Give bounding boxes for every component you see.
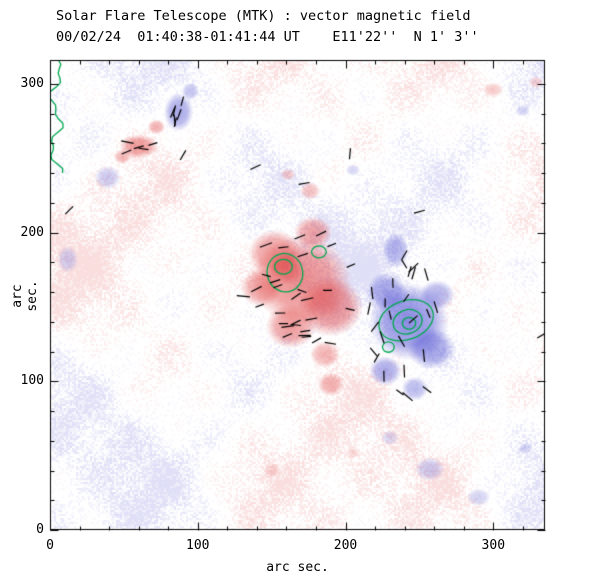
y-tick-label: 300 (20, 75, 44, 91)
figure-title: Solar Flare Telescope (MTK) : vector mag… (56, 8, 471, 24)
x-tick-label: 100 (186, 538, 210, 553)
x-tick-label: 200 (333, 538, 358, 553)
y-tick-label: 100 (20, 373, 44, 389)
y-tick-label: 0 (36, 522, 44, 537)
x-axis-label: arc sec. (266, 560, 329, 575)
figure-subtitle: 00/02/24 01:40:38-01:41:44 UT E11'22'' N… (56, 29, 479, 45)
y-tick-label: 200 (20, 224, 44, 240)
x-tick-label: 0 (46, 538, 54, 553)
x-tick-label: 300 (481, 538, 506, 553)
y-axis-label: arc sec. (10, 280, 40, 312)
